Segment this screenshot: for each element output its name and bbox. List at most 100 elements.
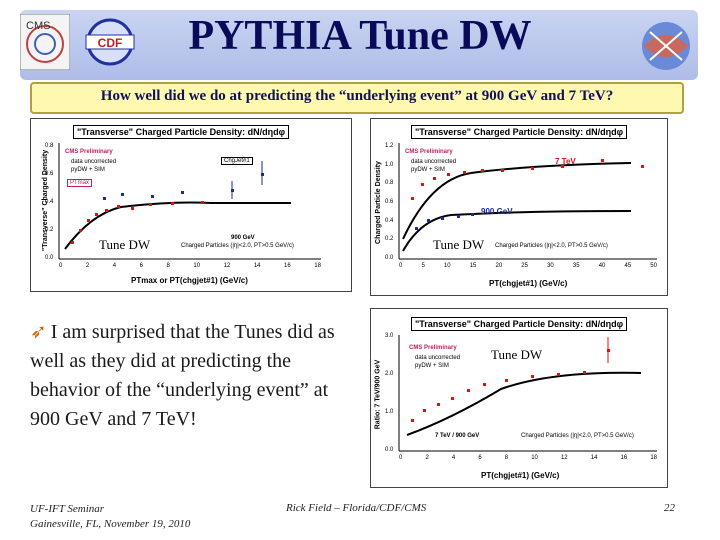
plot-1-graphic — [58, 143, 321, 260]
seminar-name: UF-IFT Seminar — [30, 503, 105, 515]
bullet-content: I am surprised that the Tunes did as wel… — [30, 321, 335, 430]
x-tick: 14 — [253, 263, 261, 269]
plot-900gev-ptmax: "Transverse" Charged Particle Density: d… — [30, 118, 352, 292]
x-tick: 16 — [620, 455, 628, 461]
plot-title: "Transverse" Charged Particle Density: d… — [411, 125, 628, 139]
x-tick: 10 — [443, 263, 451, 269]
y-tick: 0.8 — [385, 180, 394, 187]
plot-2-graphic — [398, 143, 657, 260]
x-tick: 6 — [139, 263, 143, 269]
y-axis-label: Ratio: 7 TeV/900 GeV — [374, 359, 382, 430]
tune-label: Tune DW — [491, 347, 543, 362]
y-tick: 0.0 — [385, 254, 394, 261]
plot-ratio: "Transverse" Charged Particle Density: d… — [370, 308, 668, 488]
x-tick: 35 — [572, 263, 580, 269]
x-tick: 5 — [421, 263, 425, 269]
x-ticks: 0 5 10 15 20 25 30 35 40 45 50 — [399, 263, 657, 269]
x-tick: 8 — [504, 455, 509, 461]
y-tick: 0.6 — [385, 198, 394, 205]
cdf-logo: CDF — [85, 18, 135, 66]
x-tick: 40 — [598, 263, 606, 269]
legend-data: data uncorrected — [415, 355, 461, 361]
page-number: 22 — [664, 502, 675, 514]
question-box: How well did we do at predicting the “un… — [30, 82, 684, 114]
tune-label: Tune DW — [99, 237, 151, 252]
x-tick: 30 — [547, 263, 554, 269]
tune-label: Tune DW — [433, 237, 485, 252]
footer-author: Rick Field – Florida/CDF/CMS — [286, 502, 427, 514]
energy-low-label: 900 GeV — [481, 207, 513, 216]
y-tick: 0.0 — [45, 255, 54, 261]
collision-event-logo — [642, 22, 690, 70]
x-tick: 18 — [650, 455, 657, 461]
x-tick: 16 — [284, 263, 291, 269]
svg-text:CMS: CMS — [26, 20, 50, 32]
x-tick: 20 — [495, 263, 503, 269]
energy-label: 900 GeV — [231, 235, 255, 241]
legend-sim: pyDW + SIM — [71, 167, 105, 173]
x-tick: 10 — [193, 263, 201, 269]
cuts-label: Charged Particles (|η|<2.0, PT>0.5 GeV/c… — [521, 433, 634, 439]
y-axis-label: Charged Particle Density — [374, 161, 382, 244]
y-tick: 0.4 — [385, 217, 394, 224]
y-tick: 0.4 — [45, 199, 54, 205]
x-ticks: 0 2 4 6 8 10 12 14 16 18 — [59, 263, 321, 269]
legend-data: data uncorrected — [411, 159, 457, 165]
y-tick: 3.0 — [385, 333, 394, 339]
plot-7tev-900gev: "Transverse" Charged Particle Density: d… — [370, 118, 668, 296]
y-ticks: 0.0 0.2 0.4 0.6 0.8 — [45, 143, 53, 261]
y-tick: 0.8 — [45, 143, 54, 149]
slide-title: PYTHIA Tune DW — [188, 13, 532, 59]
plot-title: "Transverse" Charged Particle Density: d… — [411, 317, 628, 331]
ratio-label: 7 TeV / 900 GeV — [435, 433, 480, 439]
y-tick: 2.0 — [385, 371, 394, 377]
question-text: How well did we do at predicting the “un… — [100, 88, 614, 104]
footer-seminar: UF-IFT Seminar Gainesville, FL, November… — [30, 502, 190, 532]
svg-text:CDF: CDF — [98, 36, 123, 50]
x-tick: 6 — [478, 455, 482, 461]
legend-data: data uncorrected — [71, 159, 117, 165]
x-axis-label: PTmax or PT(chgjet#1) (GeV/c) — [131, 276, 248, 285]
x-axis-label: PT(chgjet#1) (GeV/c) — [481, 471, 560, 480]
cuts-label: Charged Particles (|η|<2.0, PT>0.5 GeV/c… — [181, 243, 294, 249]
cuts-label: Charged Particles (|η|<2.0, PT>0.5 GeV/c… — [495, 243, 608, 249]
x-tick: 25 — [521, 263, 528, 269]
x-tick: 50 — [650, 263, 657, 269]
y-tick: 0.6 — [45, 171, 54, 177]
x-tick: 12 — [223, 263, 231, 269]
plot-title: "Transverse" Charged Particle Density: d… — [73, 125, 290, 139]
cms-logo: CMS — [20, 14, 70, 70]
legend-prelim: CMS Preliminary — [405, 149, 453, 155]
legend-sim: pyDW + SIM — [411, 167, 445, 173]
y-tick: 0.2 — [385, 236, 394, 243]
x-tick: 10 — [531, 455, 538, 461]
x-tick: 18 — [314, 263, 321, 269]
x-tick: 4 — [451, 455, 456, 461]
legend-prelim: CMS Preliminary — [409, 345, 457, 351]
x-tick: 4 — [112, 263, 117, 269]
legend-ptmax: PTmax — [67, 179, 93, 187]
y-ticks: 0.0 1.0 2.0 3.0 — [385, 333, 393, 453]
x-ticks: 0 2 4 6 8 10 12 14 16 18 — [399, 455, 657, 461]
x-axis-label: PT(chgjet#1) (GeV/c) — [489, 279, 568, 288]
x-tick: 2 — [425, 455, 429, 461]
x-tick: 15 — [469, 263, 477, 269]
bullet-text: ➶ I am surprised that the Tunes did as we… — [30, 318, 360, 434]
x-tick: 0 — [399, 455, 403, 461]
legend-prelim: CMS Preliminary — [65, 149, 113, 155]
y-tick: 1.0 — [385, 409, 394, 415]
x-tick: 12 — [560, 455, 568, 461]
energy-high-label: 7 TeV — [555, 157, 576, 166]
x-tick: 0 — [59, 263, 63, 269]
x-tick: 2 — [85, 263, 90, 269]
y-tick: 0.0 — [385, 447, 394, 453]
x-tick: 0 — [399, 263, 403, 269]
x-tick: 14 — [590, 455, 598, 461]
y-tick: 0.2 — [45, 227, 54, 233]
y-ticks: 0.0 0.2 0.4 0.6 0.8 1.0 1.2 — [385, 143, 393, 261]
legend-chgjet: ChgJet#1 — [221, 157, 253, 165]
plot-3-graphic — [398, 335, 657, 452]
legend-sim: pyDW + SIM — [415, 363, 449, 369]
bullet-arrow-icon: ➶ — [30, 321, 47, 343]
y-tick: 1.0 — [385, 161, 394, 168]
